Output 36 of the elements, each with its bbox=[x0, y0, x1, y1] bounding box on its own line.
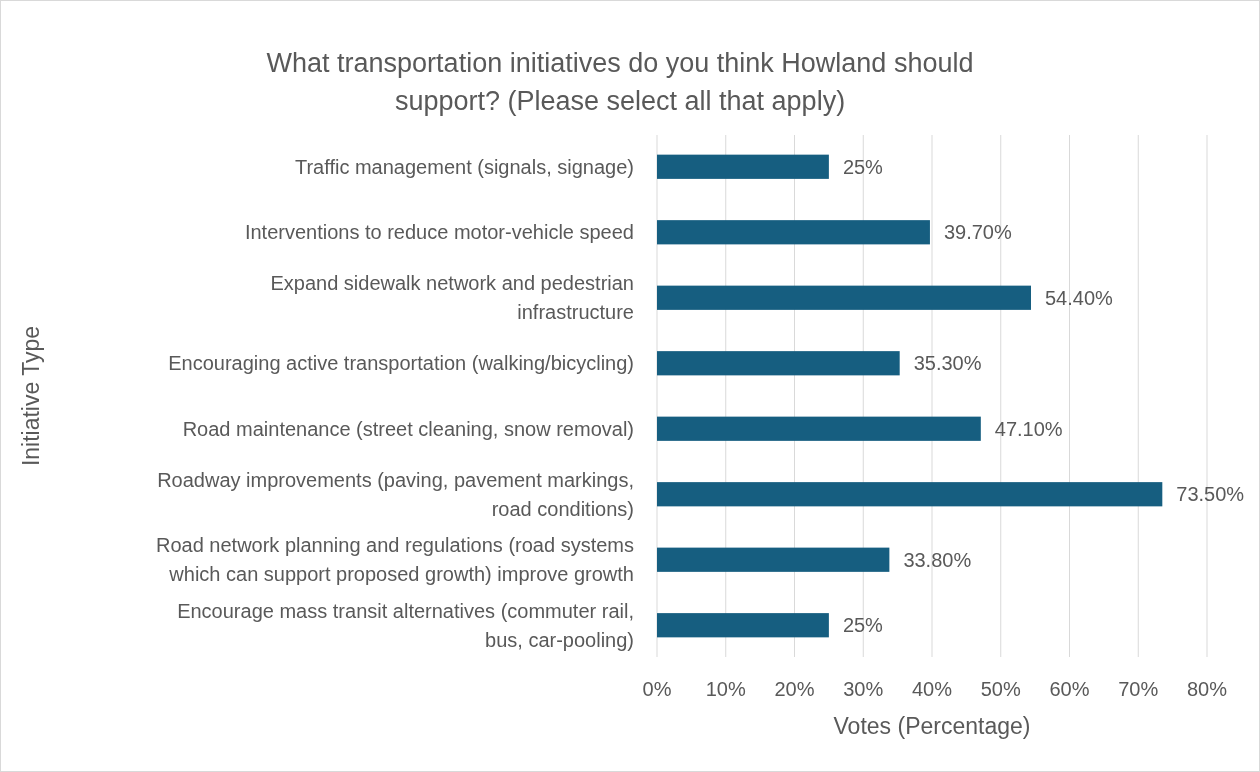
x-axis-title: Votes (Percentage) bbox=[833, 713, 1031, 739]
x-tick-label: 70% bbox=[1118, 678, 1159, 700]
y-tick-label: Road maintenance (street cleaning, snow removal) bbox=[182, 417, 634, 440]
data-label: 47.10% bbox=[994, 417, 1063, 440]
y-tick-label: Interventions to reduce motor-vehicle speed bbox=[244, 221, 634, 244]
bar bbox=[657, 285, 1031, 310]
x-tick-label: 10% bbox=[705, 678, 746, 700]
x-tick-label: 80% bbox=[1186, 678, 1228, 700]
data-label: 35.30% bbox=[913, 352, 982, 375]
data-label: 25% bbox=[842, 614, 884, 637]
y-tick-label: Encouraging active transportation (walking/bicycling) bbox=[168, 352, 634, 375]
x-tick-label: 50% bbox=[980, 678, 1021, 700]
y-tick-label: Road network planning and regulations (road systems which can support proposed growth) improve growth bbox=[155, 534, 634, 586]
x-tick-label: 20% bbox=[774, 678, 815, 700]
bar bbox=[657, 547, 890, 572]
data-label: 39.70% bbox=[943, 221, 1012, 244]
data-label: 33.80% bbox=[903, 548, 972, 571]
data-label: 54.40% bbox=[1045, 286, 1114, 309]
y-axis-title: Initiative Type bbox=[18, 325, 44, 467]
y-tick-label: Encourage mass transit alternatives (commuter rail, bus, car-pooling) bbox=[177, 599, 634, 651]
x-tick-label: 0% bbox=[642, 678, 672, 700]
x-tick-label: 30% bbox=[843, 678, 884, 700]
bar bbox=[657, 482, 1163, 507]
x-tick-label: 40% bbox=[911, 678, 953, 700]
y-tick-label: Expand sidewalk network and pedestrian infrastructure bbox=[270, 272, 634, 324]
y-tick-label: Traffic management (signals, signage) bbox=[294, 155, 634, 178]
data-label: 25% bbox=[842, 155, 884, 178]
bar bbox=[657, 613, 829, 638]
bar bbox=[657, 416, 981, 441]
data-label: 73.50% bbox=[1176, 483, 1245, 506]
chart-title: What transportation initiatives do you think Howland should support? (Please select all that apply) bbox=[266, 48, 974, 116]
bar bbox=[657, 154, 829, 179]
bar bbox=[657, 351, 900, 376]
y-tick-label: Roadway improvements (paving, pavement markings, road conditions) bbox=[157, 468, 634, 520]
bar bbox=[657, 220, 930, 245]
x-tick-label: 60% bbox=[1049, 678, 1090, 700]
